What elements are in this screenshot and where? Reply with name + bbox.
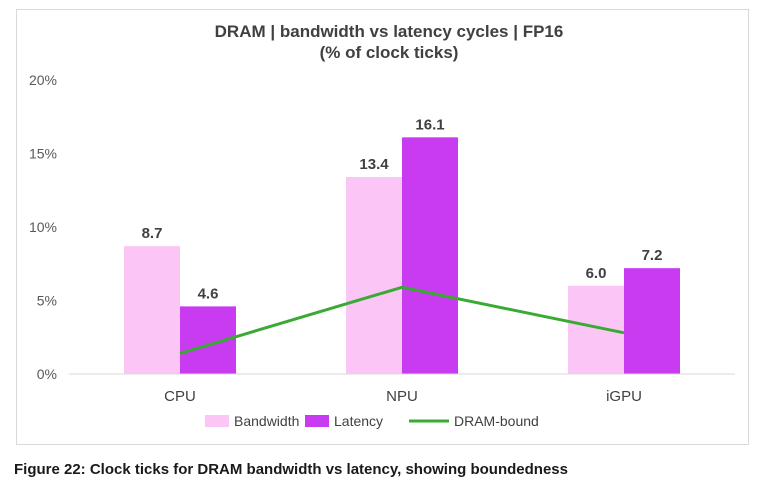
y-tick-label: 5%	[37, 293, 57, 309]
data-label-bandwidth-igpu: 6.0	[586, 265, 607, 282]
bar-latency-igpu	[624, 268, 680, 374]
chart-title: DRAM | bandwidth vs latency cycles | FP1…	[215, 22, 564, 41]
line-dram-bound	[179, 285, 625, 355]
legend-label-latency: Latency	[334, 413, 383, 429]
x-tick-label: CPU	[164, 388, 196, 405]
y-tick-label: 10%	[29, 219, 57, 235]
bar-bandwidth-npu	[346, 177, 402, 374]
bar-latency-npu	[402, 137, 458, 374]
chart-frame: DRAM | bandwidth vs latency cycles | FP1…	[16, 9, 749, 445]
y-tick-label: 20%	[29, 72, 57, 88]
figure-caption: Figure 22: Clock ticks for DRAM bandwidt…	[14, 461, 568, 478]
legend-label-dram-bound: DRAM-bound	[454, 413, 539, 429]
legend-swatch-bandwidth	[205, 415, 229, 427]
legend-label-bandwidth: Bandwidth	[234, 413, 299, 429]
chart-subtitle: (% of clock ticks)	[320, 43, 459, 62]
chart-svg: DRAM | bandwidth vs latency cycles | FP1…	[29, 22, 735, 429]
y-tick-label: 15%	[29, 146, 57, 162]
x-tick-label: NPU	[386, 388, 418, 405]
legend-swatch-latency	[305, 415, 329, 427]
data-label-latency-npu: 16.1	[415, 116, 444, 133]
y-tick-label: 0%	[37, 366, 57, 382]
bar-bandwidth-cpu	[124, 246, 180, 374]
x-tick-label: iGPU	[606, 388, 642, 405]
data-label-latency-igpu: 7.2	[642, 247, 663, 264]
data-label-latency-cpu: 4.6	[198, 285, 219, 302]
data-label-bandwidth-cpu: 8.7	[142, 225, 163, 242]
data-label-bandwidth-npu: 13.4	[359, 156, 389, 173]
